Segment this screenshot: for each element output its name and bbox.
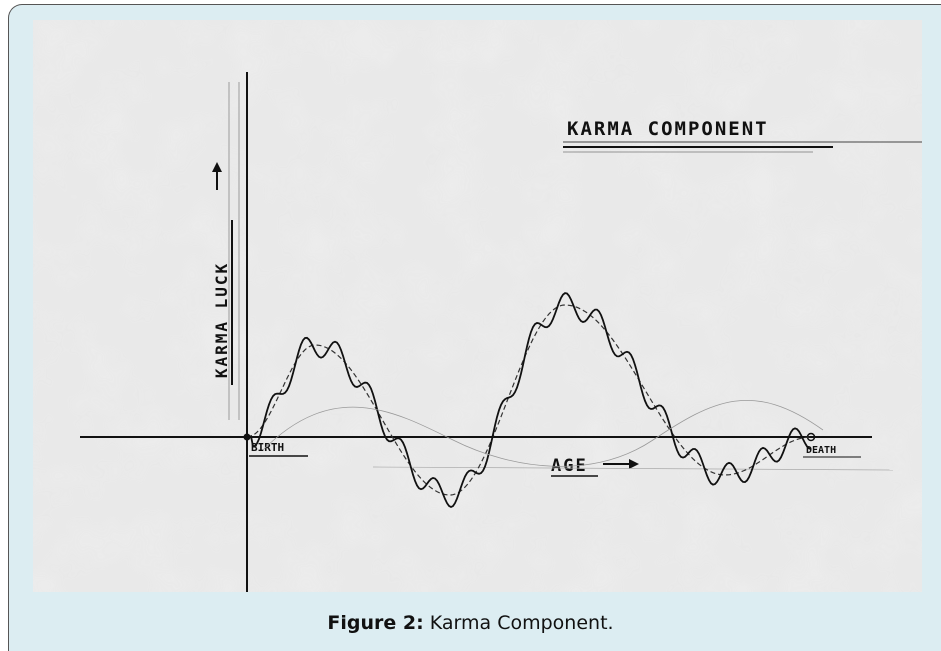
caption-text: Karma Component. [430, 612, 614, 634]
caption-label: Figure 2: [327, 612, 423, 634]
y-axis-label: KARMA LUCK [212, 262, 231, 378]
birth-label: BIRTH [251, 441, 284, 454]
sketch: KARMA COMPONENT KARMA LUCK BIRTH AGE DEA… [33, 20, 922, 592]
sketch-title: KARMA COMPONENT [567, 118, 769, 140]
caption: Figure 2: Karma Component. [0, 612, 941, 634]
death-label: DEATH [806, 445, 836, 456]
paper-texture [33, 20, 922, 592]
